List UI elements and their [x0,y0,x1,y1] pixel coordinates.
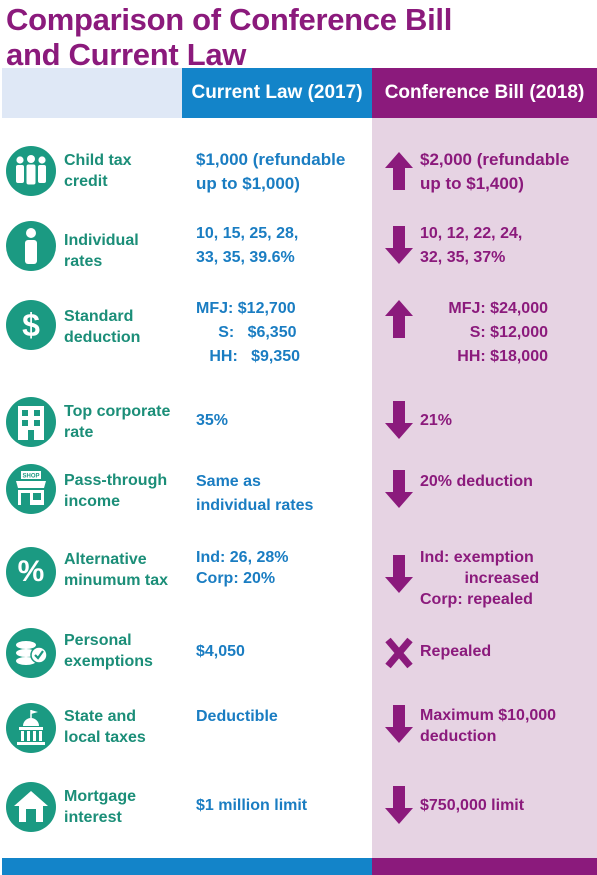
current-law-value: $1,000 (refundable up to $1,000) [196,150,346,193]
current-law-value: $1 million limit [196,797,308,814]
decrease-arrow-icon [385,470,413,508]
conference-bill-value: Ind: exemption increased Corp: repealed [420,549,540,608]
increase-arrow-icon [385,152,413,190]
footer-bar-current [2,858,372,875]
current-law-value: 10, 15, 25, 28, 33, 35, 39.6% [196,225,299,266]
row-label: Standard deduction [64,308,141,346]
current-law-value: Same as individual rates [196,473,314,514]
conference-bill-header: Conference Bill (2018) [372,68,597,118]
conference-bill-value: 21% [420,412,453,429]
dollar-icon: $ [6,300,56,350]
person-icon [6,221,56,271]
decrease-arrow-icon [385,555,413,593]
people-icon [6,146,56,196]
row-label: Pass-through income [64,472,168,510]
decrease-arrow-icon [385,705,413,743]
header-blank-cell [2,68,182,118]
row-label: Mortgage interest [64,788,136,826]
conference-column-background [372,68,597,875]
page-title: Comparison of Conference Bill and Curren… [6,2,452,72]
conference-bill-value: Repealed [420,643,492,660]
current-law-value: Deductible [196,708,278,725]
title-line-2: and Current Law [6,37,247,72]
conference-bill-value: $2,000 (refundable up to $1,400) [420,150,570,193]
current-law-value: MFJ: $12,700 S: $6,350 HH: $9,350 [196,300,301,365]
increase-arrow-icon [385,300,413,338]
decrease-arrow-icon [385,226,413,264]
decrease-arrow-icon [385,401,413,439]
row-label: Alternative minumum tax [64,551,169,589]
percent-icon: % [6,547,56,597]
current-law-header: Current Law (2017) [182,68,372,118]
conference-bill-value: 10, 12, 22, 24, 32, 35, 37% [420,225,523,266]
shop-icon: SHOP [6,464,56,514]
footer-bar-conference [372,858,597,875]
repealed-x-icon [385,637,413,669]
capitol-icon [6,703,56,753]
building-icon [6,397,56,447]
decrease-arrow-icon [385,786,413,824]
conference-bill-value: $750,000 limit [420,797,525,814]
title-line-1: Comparison of Conference Bill [6,2,453,37]
conference-bill-value: MFJ: $24,000 S: $12,000 HH: $18,000 [448,300,548,365]
row-label: Top corporate rate [64,403,171,441]
current-law-value: $4,050 [196,643,245,660]
current-law-value: 35% [196,412,229,429]
row-label: Personal exemptions [64,632,153,670]
coins-check-icon [6,628,56,678]
row-label: Individual rates [64,232,139,270]
conference-bill-value: 20% deduction [420,473,533,490]
conference-bill-value: Maximum $10,000 deduction [420,707,557,745]
house-icon [6,782,56,832]
current-law-value: Ind: 26, 28% Corp: 20% [196,549,289,587]
shop-sign-text: SHOP [22,474,39,480]
row-label: State and local taxes [64,708,146,746]
row-label: Child tax credit [64,152,132,190]
